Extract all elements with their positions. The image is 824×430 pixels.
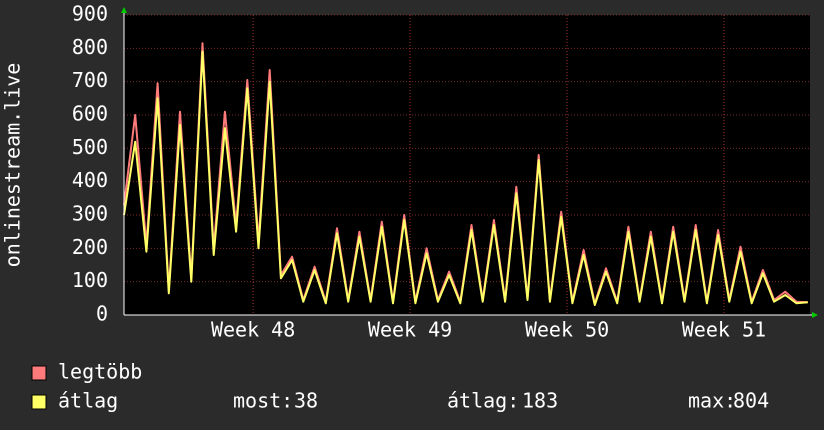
y-tick-label: 200 [72,235,108,259]
x-tick-label: Week 48 [211,318,295,342]
y-axis-arrow [121,7,127,13]
y-tick-label: 400 [72,168,108,192]
plot-area [124,15,810,315]
stat-value: 804 [733,389,769,413]
legend-label: legtöbb [58,360,142,384]
y-tick-label: 300 [72,202,108,226]
y-tick-label: 700 [72,68,108,92]
stat-label: max: [688,389,736,413]
y-axis-label: onlinestream.live [1,63,25,268]
legend-label: átlag [58,389,118,413]
stat-label: most: [233,389,293,413]
legend-swatch [31,394,47,410]
x-tick-label: Week 51 [682,318,766,342]
y-tick-label: 100 [72,268,108,292]
x-tick-label: Week 50 [525,318,609,342]
y-tick-label: 500 [72,135,108,159]
stat-label: átlag: [447,389,519,413]
x-tick-label: Week 49 [368,318,452,342]
series-line [123,50,808,306]
x-axis-arrow [812,312,818,318]
stat-value: 183 [522,389,558,413]
stat-value: 38 [294,389,318,413]
y-tick-label: 900 [72,2,108,26]
y-tick-label: 800 [72,35,108,59]
y-tick-label: 600 [72,102,108,126]
legend-swatch [31,365,47,381]
y-tick-label: 0 [96,302,108,326]
